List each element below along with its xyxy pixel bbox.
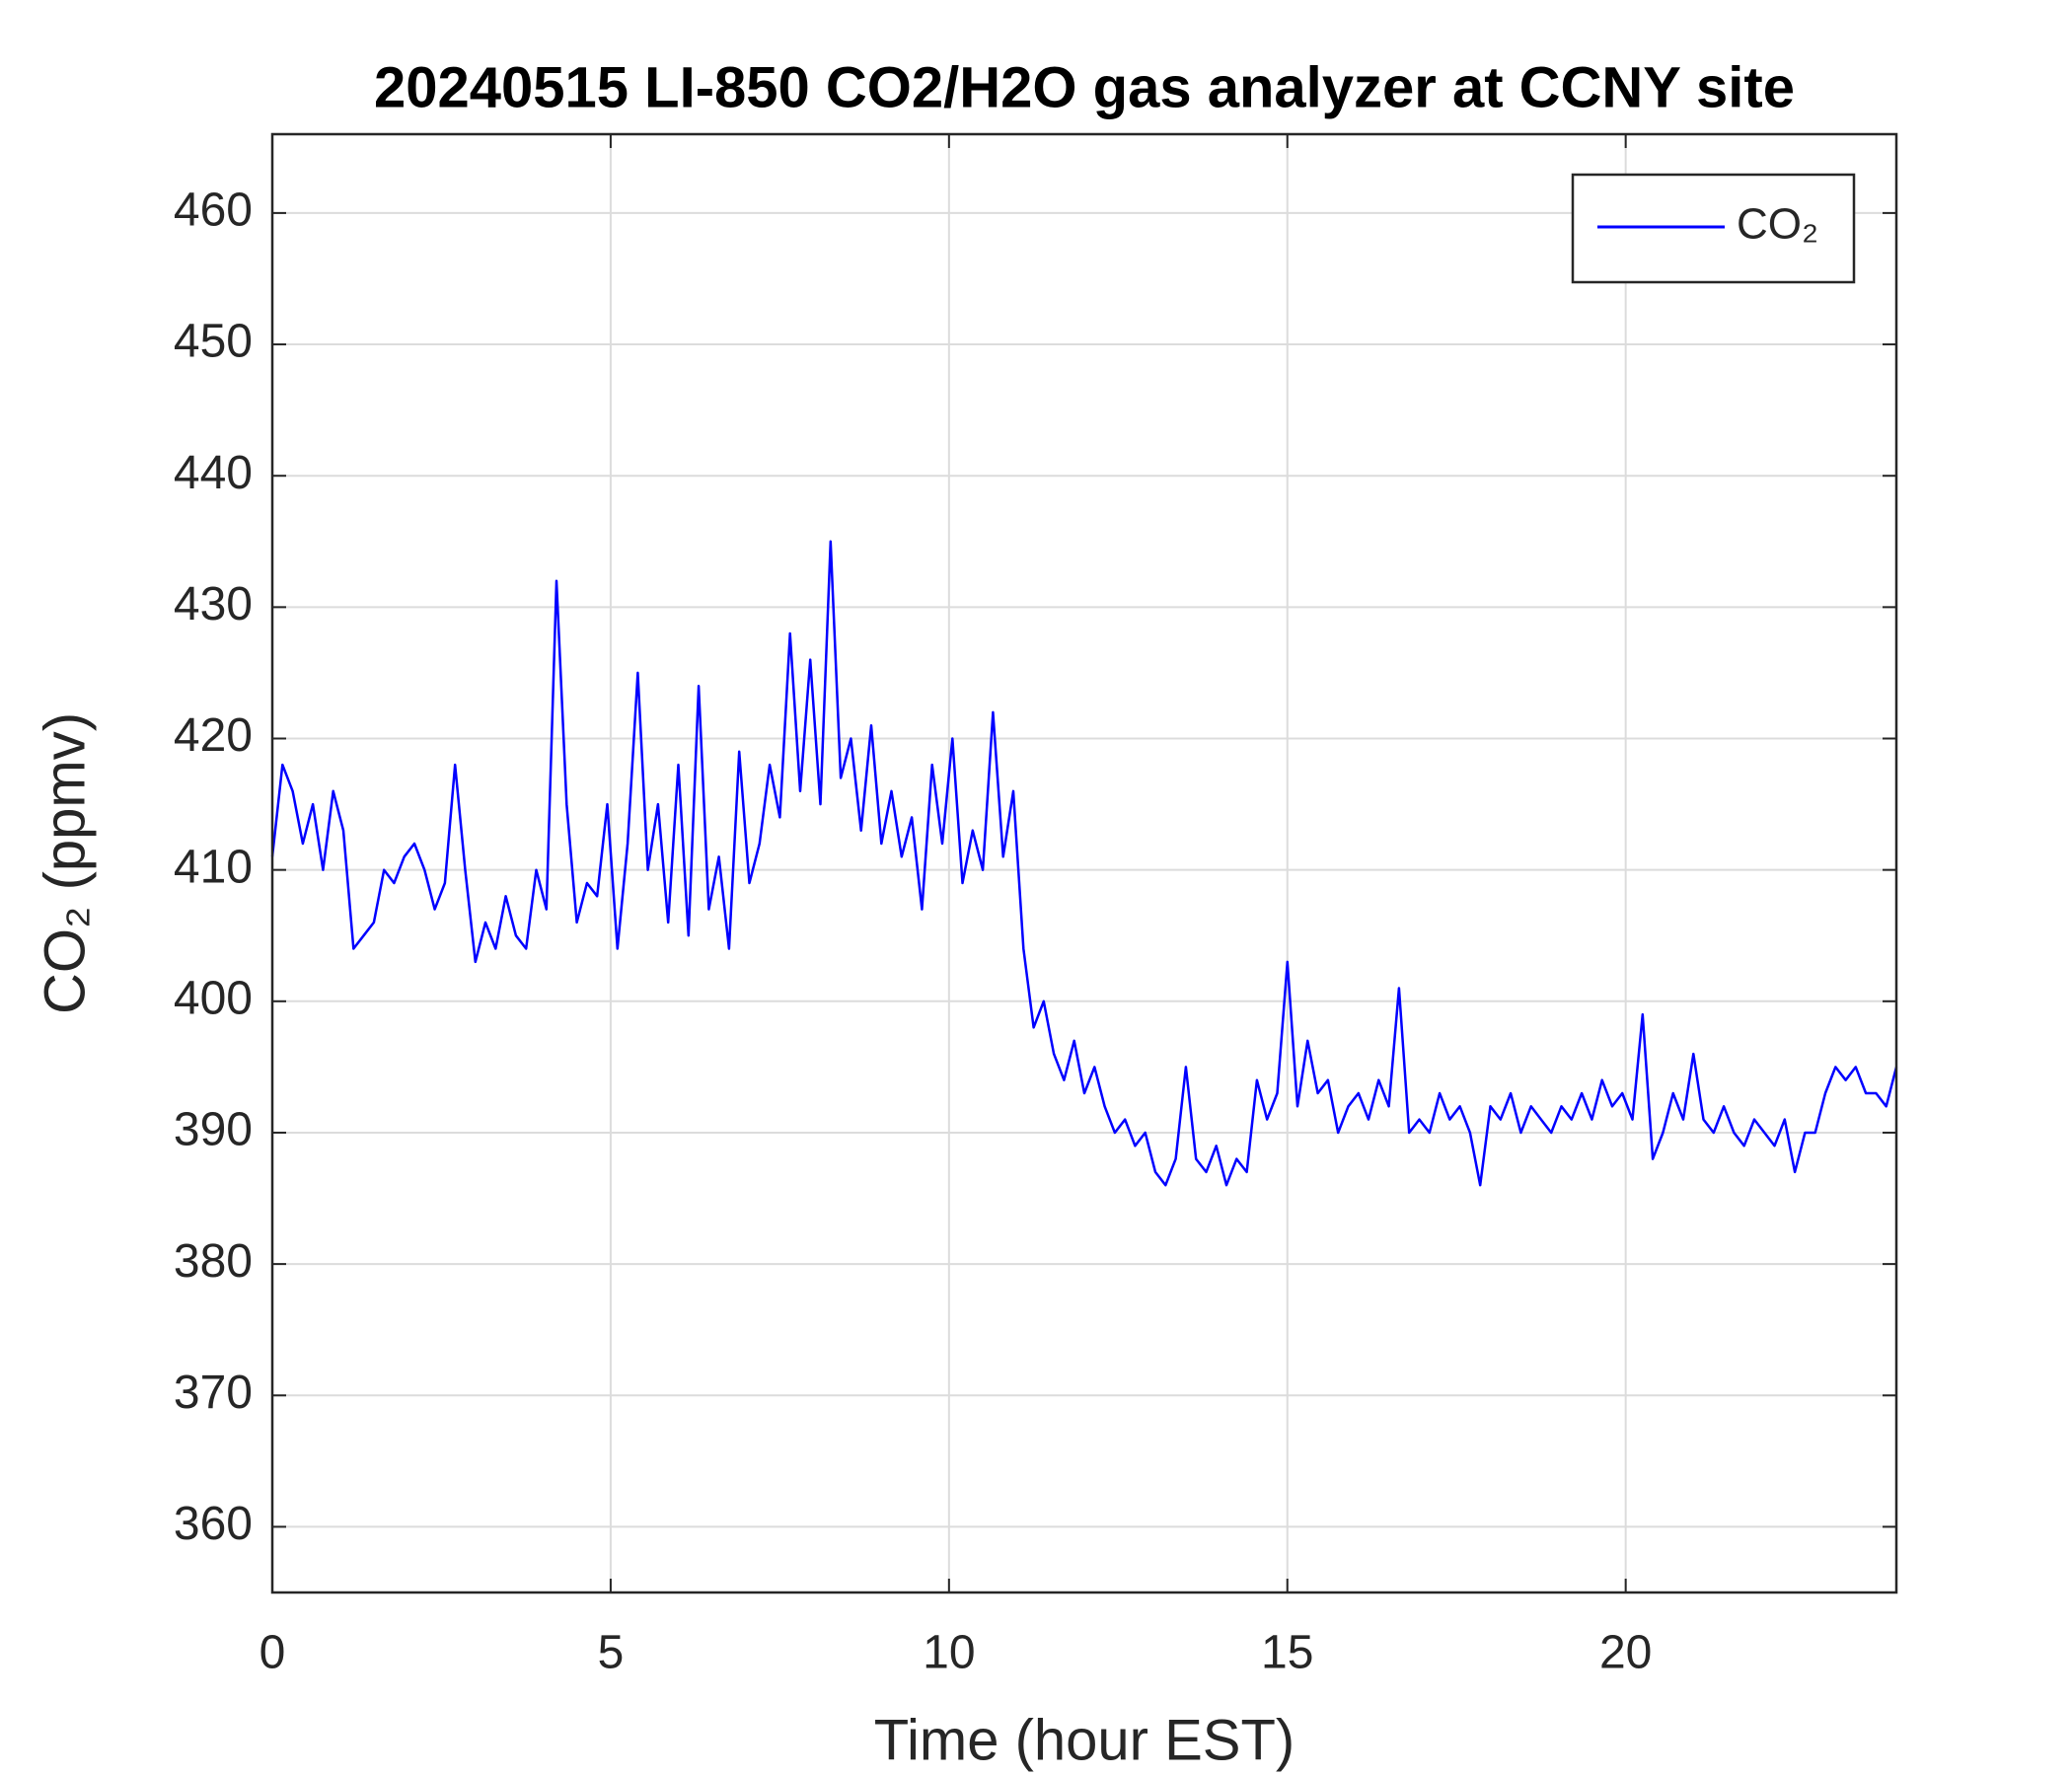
y-tick-label: 410 [174,841,253,893]
y-tick-label: 380 [174,1235,253,1288]
y-tick-label: 450 [174,316,253,368]
y-tick-label: 400 [174,972,253,1024]
y-tick-label: 430 [174,578,253,630]
y-tick-label: 460 [174,185,253,237]
chart-title: 20240515 LI-850 CO2/H2O gas analyzer at … [374,55,1795,119]
y-tick-label: 440 [174,447,253,499]
y-tick-label: 390 [174,1104,253,1156]
x-tick-label: 5 [598,1627,625,1679]
y-tick-label: 370 [174,1367,253,1419]
data-line [270,540,1898,1187]
x-tick-label: 10 [923,1627,975,1679]
axes-box [270,132,1898,1594]
y-tick-label: 360 [174,1498,253,1550]
legend-label: CO₂ [1737,200,1818,249]
y-tick-label: 420 [174,709,253,762]
y-axis-label: CO₂ (ppmv) [33,712,97,1014]
x-tick-label: 20 [1599,1627,1652,1679]
x-tick-label: 15 [1261,1627,1313,1679]
x-axis-label: Time (hour EST) [874,1708,1295,1772]
x-tick-label: 0 [259,1627,286,1679]
